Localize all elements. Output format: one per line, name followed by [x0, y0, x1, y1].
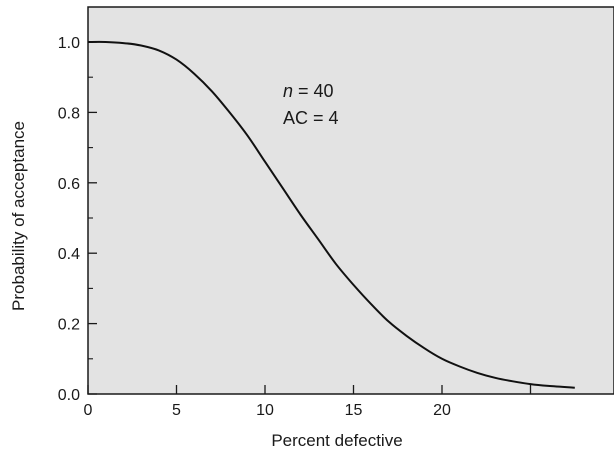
y-tick-label: 0.4	[58, 246, 80, 263]
y-tick-label: 0.8	[58, 105, 80, 122]
y-tick-label: 0.6	[58, 176, 80, 193]
y-tick-label: 0.0	[58, 387, 80, 404]
x-tick-label: 0	[84, 402, 93, 419]
annotation-ac: AC = 4	[283, 108, 339, 128]
x-tick-label: 20	[433, 402, 451, 419]
x-tick-label: 10	[256, 402, 274, 419]
y-axis-title: Probability of acceptance	[9, 121, 28, 311]
y-tick-label: 1.0	[58, 35, 80, 52]
x-axis-title: Percent defective	[271, 431, 402, 450]
x-tick-label: 15	[345, 402, 363, 419]
series-line	[87, 40, 575, 389]
annotation-n: n = 40	[283, 81, 334, 101]
y-axis: 0.0 0.2 0.4 0.6 0.8 1.0	[58, 35, 97, 404]
y-tick-label: 0.2	[58, 317, 80, 334]
plot-area	[87, 6, 614, 395]
x-tick-label: 5	[172, 402, 181, 419]
x-axis: 0 5 10 15 20	[84, 385, 532, 419]
